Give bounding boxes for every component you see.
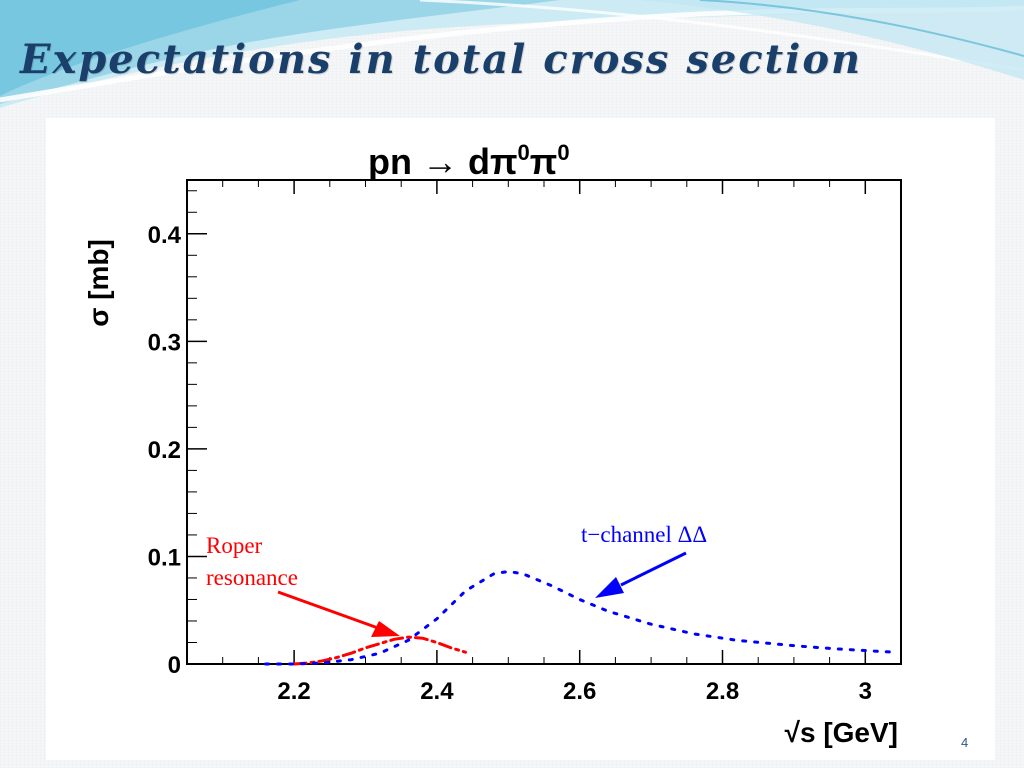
- x-axis-label: √s [GeV]: [785, 717, 898, 748]
- y-tick-label: 0.4: [148, 222, 182, 249]
- y-axis-label: σ [mb]: [83, 239, 114, 327]
- x-tick-label: 2.2: [277, 678, 310, 705]
- chart-title-mid: π: [530, 141, 558, 182]
- t-channel-label: t−channel ΔΔ: [581, 522, 707, 547]
- y-tick-label: 0: [168, 652, 181, 679]
- x-tick-label: 2.8: [706, 678, 739, 705]
- chart-title: pn → dπ0π0: [368, 140, 570, 182]
- plot-panel: pn → dπ0π0 2.2 2.4 2.6 2.8 3 0 0.1 0.2 0.3 0.4 √…: [46, 118, 995, 760]
- chart-title-sup1: 0: [518, 140, 530, 165]
- y-tick-label: 0.2: [148, 437, 181, 464]
- x-tick-labels: 2.2 2.4 2.6 2.8 3: [277, 678, 872, 705]
- slide-title: Expectations in total cross section: [20, 36, 863, 83]
- swoosh-blue-streak-right: [699, 0, 1024, 57]
- roper-label-line1: Roper: [206, 533, 263, 558]
- y-tick-label: 0.1: [148, 544, 181, 571]
- chart-title-sup2: 0: [557, 140, 569, 165]
- axis-ticks: [187, 180, 867, 665]
- roper-label-line2: resonance: [206, 565, 298, 590]
- t-channel-curve: [264, 570, 896, 666]
- x-tick-label: 2.4: [420, 678, 454, 705]
- roper-label: Roper resonance: [206, 533, 298, 590]
- plot-frame: [186, 179, 902, 665]
- header-swoosh-decoration: [0, 0, 1024, 108]
- swoosh-white-streak-2: [419, 0, 1024, 72]
- page-number: 4: [961, 735, 969, 750]
- t-channel-arrow: [620, 551, 687, 587]
- roper-resonance-curve: [292, 635, 467, 666]
- swoosh-light-band-right: [640, 0, 1024, 80]
- cross-section-chart: pn → dπ0π0 2.2 2.4 2.6 2.8 3 00.10.20.30.4 √…: [83, 140, 902, 748]
- roper-arrow: [277, 590, 379, 630]
- swoosh-deep-band: [0, 0, 300, 96]
- roper-arrowhead: [371, 621, 400, 637]
- chart-title-base: pn → dπ: [368, 141, 518, 182]
- x-tick-label: 3: [859, 678, 872, 705]
- y-tick-label: 0.3: [148, 329, 181, 356]
- y-tick-labels: 0 0.1 0.2 0.3 0.4: [148, 222, 182, 679]
- t-channel-arrowhead: [595, 577, 624, 598]
- data-series: [264, 570, 896, 666]
- x-tick-label: 2.6: [563, 678, 596, 705]
